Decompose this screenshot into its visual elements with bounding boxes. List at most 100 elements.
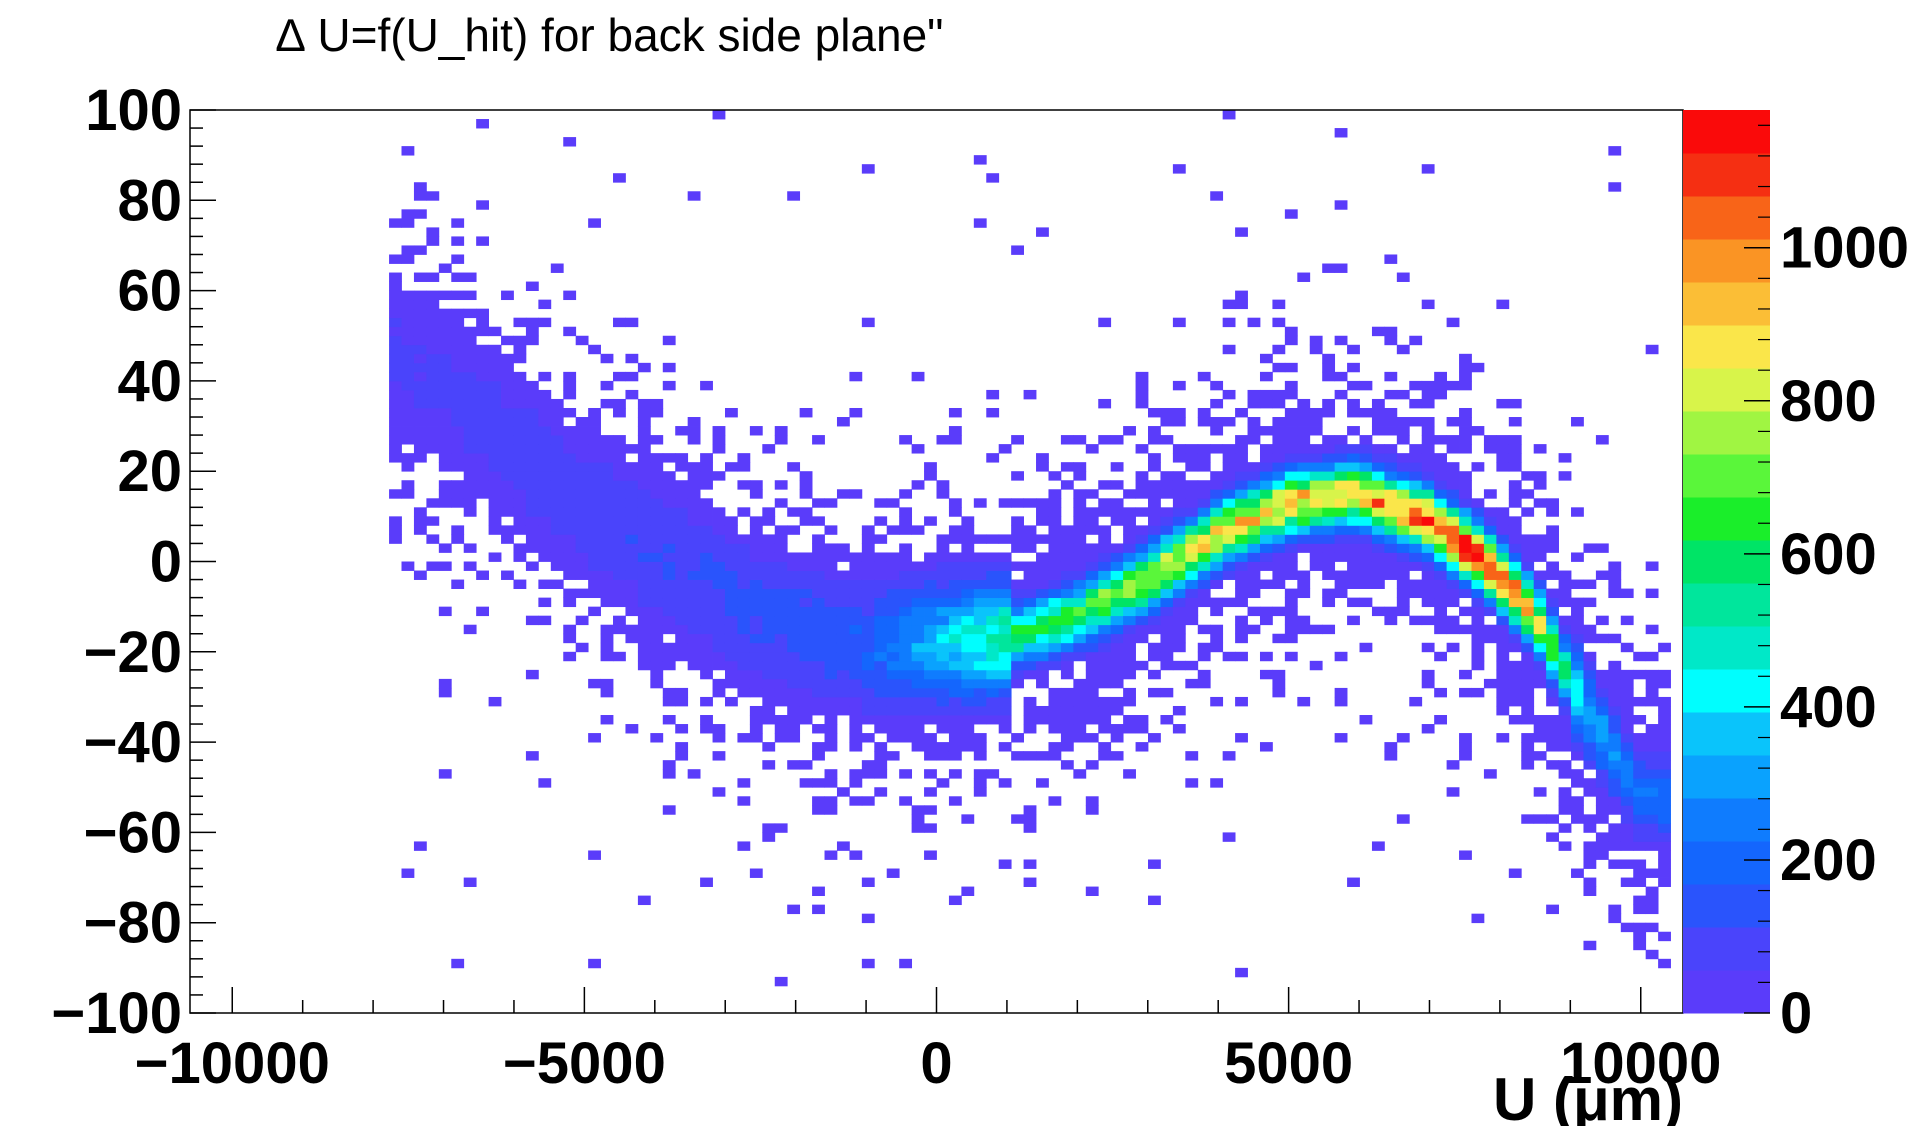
heatmap-cell [787, 624, 801, 635]
heatmap-cell [986, 407, 1000, 418]
heatmap-cell [799, 678, 813, 689]
heatmap-cell [1608, 579, 1622, 589]
heatmap-cell [525, 516, 539, 526]
heatmap-cell [1135, 525, 1149, 535]
heatmap-cell [1645, 796, 1659, 806]
heatmap-cell [637, 453, 651, 463]
heatmap-cell [650, 642, 664, 653]
heatmap-cell [1259, 579, 1273, 589]
heatmap-cell [774, 498, 788, 508]
heatmap-cell [675, 489, 689, 499]
heatmap-cell [550, 417, 564, 427]
heatmap-cell [1459, 570, 1472, 580]
heatmap-cell [675, 687, 689, 698]
heatmap-cell [1396, 543, 1410, 553]
heatmap-cell [662, 805, 676, 815]
heatmap-cell [1172, 525, 1186, 535]
heatmap-cell [986, 453, 1000, 463]
heatmap-cell [886, 651, 900, 662]
heatmap-cell [1347, 498, 1360, 508]
heatmap-cell [787, 715, 801, 725]
heatmap-cell [1160, 588, 1174, 599]
heatmap-cell [1347, 444, 1360, 454]
heatmap-cell [899, 507, 913, 517]
heatmap-cell [1172, 534, 1186, 544]
heatmap-cell [1322, 525, 1336, 535]
heatmap-cell [637, 633, 651, 644]
heatmap-cell [463, 371, 477, 382]
heatmap-cell [737, 552, 751, 562]
heatmap-cell [1583, 760, 1597, 770]
heatmap-cell [1633, 832, 1647, 842]
heatmap-cell [401, 353, 415, 364]
color-scale-segment [1683, 927, 1770, 971]
heatmap-cell [1272, 317, 1286, 328]
heatmap-cell [389, 426, 402, 436]
heatmap-cell [899, 552, 913, 562]
heatmap-cell [637, 895, 651, 906]
heatmap-cell [550, 263, 564, 273]
heatmap-cell [824, 769, 838, 779]
heatmap-cell [1073, 552, 1087, 562]
heatmap-cell [1384, 507, 1398, 517]
heatmap-cell [1222, 480, 1236, 490]
heatmap-cell [463, 444, 477, 454]
heatmap-cell [948, 769, 962, 779]
heatmap-cell [426, 236, 440, 246]
heatmap-cell [1185, 525, 1199, 535]
heatmap-cell [961, 886, 975, 897]
heatmap-cell [961, 570, 975, 580]
heatmap-cell [600, 353, 614, 364]
heatmap-cell [451, 272, 465, 282]
heatmap-cell [625, 624, 639, 635]
heatmap-cell [1309, 417, 1323, 427]
heatmap-cell [1359, 507, 1373, 517]
heatmap-cell [973, 687, 987, 698]
heatmap-cell [700, 624, 713, 635]
heatmap-cell [538, 444, 552, 454]
color-scale-segment [1683, 798, 1770, 842]
heatmap-cell [662, 606, 676, 617]
heatmap-cells [389, 110, 1671, 987]
heatmap-cell [1571, 597, 1584, 608]
heatmap-cell [911, 561, 925, 571]
heatmap-cell [538, 426, 552, 436]
heatmap-cell [1371, 462, 1385, 472]
heatmap-cell [924, 633, 937, 644]
heatmap-cell [1396, 516, 1410, 526]
heatmap-cell [986, 633, 1000, 644]
heatmap-cell [1284, 462, 1298, 472]
heatmap-cell [799, 579, 813, 589]
heatmap-cell [525, 453, 539, 463]
heatmap-cell [426, 435, 440, 445]
heatmap-cell [1098, 588, 1112, 599]
heatmap-cell [787, 669, 801, 680]
heatmap-cell [1583, 778, 1597, 788]
heatmap-cell [625, 534, 639, 544]
heatmap-cell [1446, 525, 1460, 535]
heatmap-cell [1297, 462, 1311, 472]
heatmap-cell [1011, 678, 1024, 689]
heatmap-cell [886, 669, 900, 680]
heatmap-cell [1371, 516, 1385, 526]
heatmap-cell [1060, 660, 1074, 671]
color-scale-segment [1683, 325, 1770, 369]
heatmap-cell [625, 597, 639, 608]
heatmap-cell [1148, 435, 1161, 445]
heatmap-cell [1048, 543, 1062, 553]
heatmap-cell [998, 552, 1012, 562]
heatmap-cell [575, 516, 589, 526]
heatmap-cell [1185, 516, 1199, 526]
heatmap-cell [1558, 615, 1572, 626]
heatmap-cell [1297, 444, 1311, 454]
heatmap-cell [650, 398, 664, 409]
heatmap-cell [1185, 489, 1199, 499]
heatmap-cell [1359, 471, 1373, 481]
heatmap-cell [1546, 904, 1559, 915]
heatmap-cell [662, 498, 676, 508]
heatmap-cell [1197, 534, 1211, 544]
heatmap-cell [1011, 561, 1024, 571]
heatmap-cell [1633, 859, 1647, 869]
heatmap-cell [973, 597, 987, 608]
heatmap-cell [1384, 407, 1398, 418]
